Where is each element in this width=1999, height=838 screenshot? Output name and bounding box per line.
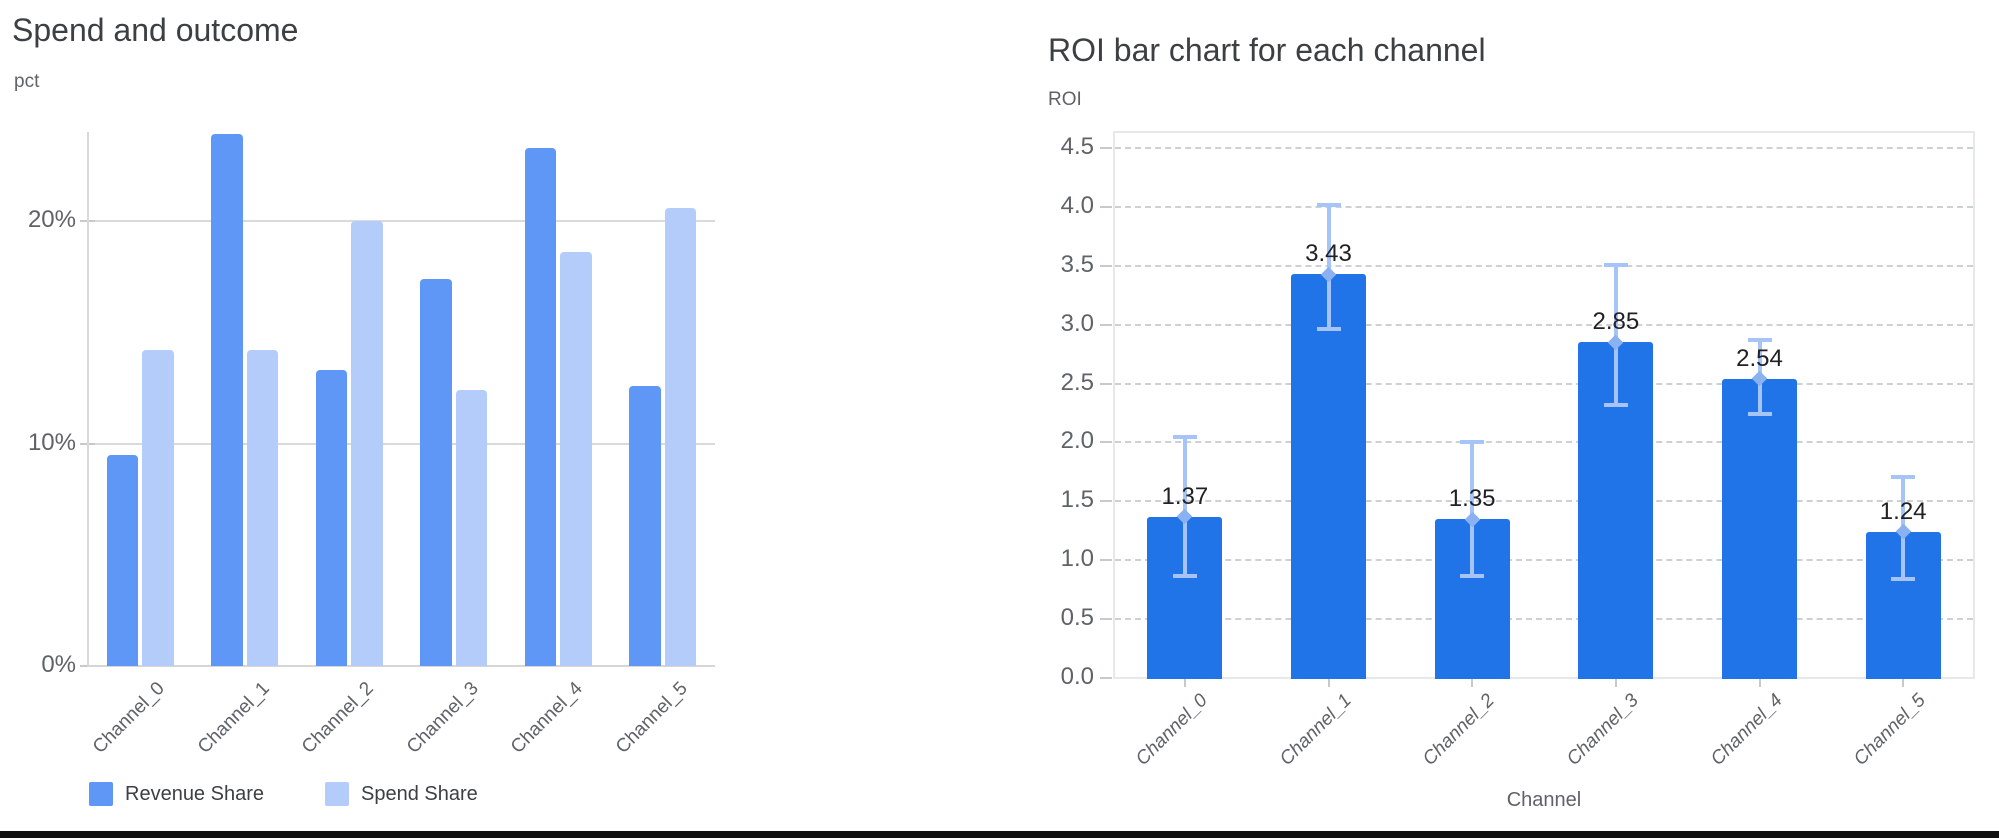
- bar-value-label-channel_2: 1.35: [1448, 485, 1496, 512]
- x-tick-mark-channel_5: [1902, 679, 1905, 687]
- y-gridline-dashed: [1115, 559, 1973, 562]
- bar-spend-share-channel_0[interactable]: [142, 350, 174, 666]
- bar-spend-share-channel_1[interactable]: [246, 350, 279, 666]
- y-tick-label: 4.0: [1060, 191, 1094, 219]
- x-tick-mark-channel_3: [1614, 679, 1617, 687]
- y-tick-label: 3.5: [1060, 250, 1094, 278]
- y-gridline-dashed: [1115, 382, 1973, 385]
- legend-label-spend-share: Spend Share: [361, 782, 478, 805]
- left-chart-y-axis-unit: pct: [14, 71, 40, 92]
- bar-value-label-channel_1: 3.43: [1305, 240, 1352, 268]
- y-tick-label: 1.5: [1060, 486, 1094, 514]
- bar-revenue-share-channel_0[interactable]: [106, 454, 139, 666]
- bar-value-label-channel_0: 1.37: [1161, 482, 1209, 510]
- y-tick-mark: [1100, 264, 1112, 267]
- y-tick-label: 2.5: [1060, 368, 1094, 396]
- x-axis-line: [88, 665, 715, 667]
- x-axis-label-channel_5-text: Channel_5: [1850, 690, 1931, 770]
- bar-revenue-share-channel_4[interactable]: [524, 147, 557, 666]
- error-bar-cap-bottom-channel_2: [1460, 573, 1485, 578]
- legend-item-spend-share[interactable]: Spend Share: [325, 782, 478, 806]
- y-tick-mark: [1100, 618, 1112, 621]
- bar-spend-share-channel_4[interactable]: [560, 252, 592, 666]
- y-tick-label: 10%: [27, 428, 76, 456]
- y-tick-mark: [1100, 323, 1112, 326]
- bar-revenue-share-channel_1[interactable]: [211, 134, 243, 666]
- y-tick-label: 4.5: [1060, 133, 1094, 160]
- legend-swatch-revenue-share: [89, 782, 113, 806]
- y-tick-label: 2.0: [1060, 427, 1094, 455]
- y-tick-label: 3.0: [1060, 309, 1094, 337]
- bar-spend-share-channel_3[interactable]: [455, 390, 488, 666]
- y-gridline: [88, 220, 715, 222]
- y-tick-label: 0%: [41, 651, 76, 678]
- y-tick-mark: [1100, 205, 1112, 208]
- y-gridline-dashed: [1115, 618, 1973, 621]
- x-axis-label-channel_1-text: Channel_1: [1275, 690, 1356, 770]
- right-chart-x-axis-title: Channel: [1506, 789, 1582, 811]
- y-gridline-dashed: [1115, 205, 1973, 208]
- y-gridline-dashed: [1115, 500, 1973, 503]
- bar-revenue-share-channel_5[interactable]: [629, 385, 661, 666]
- error-bar-cap-bottom-channel_0: [1172, 573, 1197, 578]
- y-tick-mark: [1100, 677, 1112, 679]
- left-chart-title: Spend and outcome: [12, 12, 299, 48]
- bar-value-label-channel_4: 2.54: [1736, 344, 1783, 372]
- error-bar-line-channel_0: [1182, 436, 1187, 576]
- x-tick-mark-channel_4: [1758, 679, 1761, 687]
- error-bar-cap-bottom-channel_1: [1316, 327, 1341, 332]
- error-bar-cap-bottom-channel_4: [1747, 412, 1772, 417]
- y-gridline-dashed: [1115, 441, 1973, 444]
- x-tick-mark-channel_0: [1183, 679, 1186, 687]
- x-axis-label-channel_0-text: Channel_0: [1131, 690, 1212, 770]
- y-gridline-dashed: [1115, 147, 1973, 149]
- legend-label-revenue-share: Revenue Share: [125, 782, 264, 805]
- bar-revenue-share-channel_2[interactable]: [315, 370, 348, 666]
- error-bar-cap-top-channel_3: [1603, 262, 1628, 267]
- error-bar-cap-top-channel_0: [1172, 434, 1197, 439]
- y-tick-mark: [1100, 441, 1112, 444]
- y-gridline: [88, 442, 715, 445]
- y-gridline-dashed: [1115, 323, 1973, 326]
- bar-revenue-share-channel_3[interactable]: [420, 278, 452, 666]
- x-axis-label-channel_3-text: Channel_3: [1562, 690, 1643, 770]
- y-gridline-dashed: [1115, 264, 1973, 267]
- error-bar-line-channel_2: [1470, 442, 1475, 576]
- bar-spend-share-channel_2[interactable]: [351, 221, 383, 666]
- y-tick-label: 0.5: [1060, 604, 1094, 632]
- x-tick-mark-channel_1: [1327, 679, 1330, 687]
- error-bar-cap-bottom-channel_3: [1603, 402, 1628, 407]
- bar-spend-share-channel_5[interactable]: [664, 207, 697, 666]
- legend-swatch-spend-share: [325, 782, 349, 806]
- y-tick-mark: [1100, 382, 1112, 385]
- bar-roi-channel_4[interactable]: [1722, 378, 1797, 679]
- right-chart-title: ROI bar chart for each channel: [1048, 32, 1486, 68]
- plot-border: [1113, 131, 1975, 679]
- x-axis-label-channel_4-text: Channel_4: [1706, 690, 1787, 770]
- y-axis-line: [87, 132, 89, 666]
- y-tick-mark: [80, 665, 95, 667]
- bar-value-label-channel_5: 1.24: [1879, 497, 1927, 525]
- legend-item-revenue-share[interactable]: Revenue Share: [89, 782, 264, 806]
- y-tick-mark: [1100, 500, 1112, 503]
- error-bar-cap-top-channel_1: [1316, 202, 1341, 207]
- y-tick-label: 1.0: [1060, 545, 1094, 573]
- error-bar-cap-top-channel_4: [1747, 337, 1772, 342]
- y-tick-mark: [1100, 559, 1112, 562]
- x-tick-mark-channel_2: [1471, 679, 1474, 687]
- x-axis-label-channel_2-text: Channel_2: [1419, 690, 1500, 770]
- y-tick-label: 20%: [27, 206, 76, 233]
- y-tick-label: 0.0: [1060, 663, 1094, 690]
- bar-value-label-channel_3: 2.85: [1592, 308, 1640, 336]
- error-bar-cap-top-channel_5: [1891, 474, 1916, 479]
- error-bar-cap-bottom-channel_5: [1891, 577, 1916, 582]
- window-bottom-edge: [0, 831, 1999, 838]
- bar-roi-channel_1[interactable]: [1291, 274, 1366, 679]
- y-tick-mark: [1100, 147, 1112, 149]
- error-bar-cap-top-channel_2: [1460, 440, 1485, 445]
- right-chart-y-axis-unit: ROI: [1048, 89, 1082, 110]
